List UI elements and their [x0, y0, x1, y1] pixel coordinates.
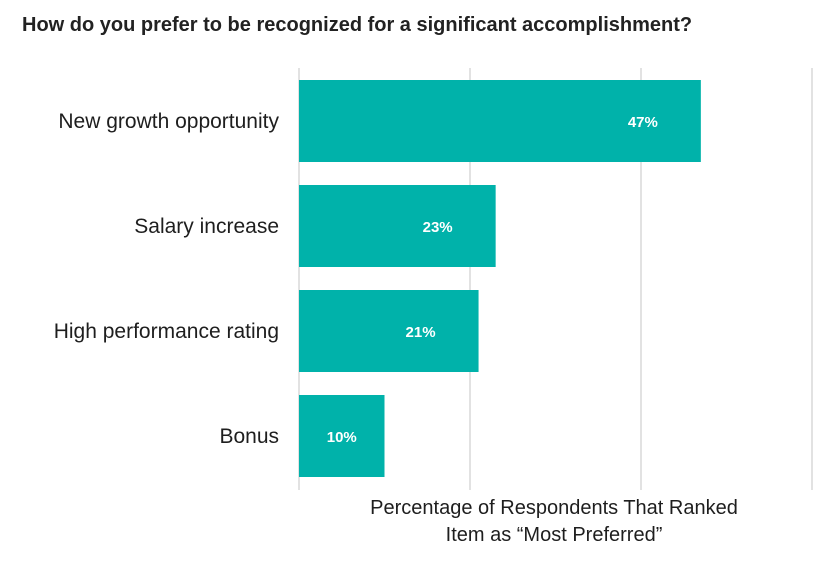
data-label: 23%: [423, 219, 453, 236]
data-label: 47%: [628, 114, 658, 131]
bar: [299, 80, 701, 162]
data-label: 21%: [406, 324, 436, 341]
x-axis-title-line: Percentage of Respondents That Ranked: [370, 497, 738, 519]
bar: [299, 290, 479, 372]
category-label: Salary increase: [134, 215, 279, 238]
bar: [299, 395, 385, 477]
bar: [299, 185, 496, 267]
bars: [299, 80, 701, 477]
data-labels: 47% 23% 21% 10%: [327, 114, 658, 446]
data-label: 10%: [327, 429, 357, 446]
x-axis-title: Percentage of Respondents That Ranked Ite…: [370, 497, 738, 546]
category-label: New growth opportunity: [58, 110, 279, 133]
x-axis-title-line: Item as “Most Preferred”: [446, 524, 663, 546]
category-label: Bonus: [219, 425, 279, 448]
category-label: High performance rating: [54, 320, 279, 343]
category-labels: New growth opportunity Salary increase Hig…: [54, 110, 280, 448]
chart-title: How do you prefer to be recognized for a…: [22, 14, 693, 36]
